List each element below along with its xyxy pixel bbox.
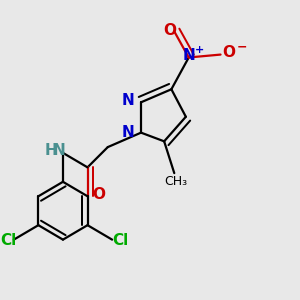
Text: O: O — [93, 187, 106, 202]
Text: N: N — [122, 125, 134, 140]
Text: −: − — [237, 41, 247, 54]
Text: N: N — [182, 48, 195, 63]
Text: N: N — [53, 143, 66, 158]
Text: Cl: Cl — [112, 233, 128, 248]
Text: O: O — [164, 22, 176, 38]
Text: N: N — [122, 93, 134, 108]
Text: O: O — [223, 45, 236, 60]
Text: H: H — [44, 143, 57, 158]
Text: +: + — [195, 45, 204, 55]
Text: Cl: Cl — [1, 233, 17, 248]
Text: CH₃: CH₃ — [164, 175, 187, 188]
